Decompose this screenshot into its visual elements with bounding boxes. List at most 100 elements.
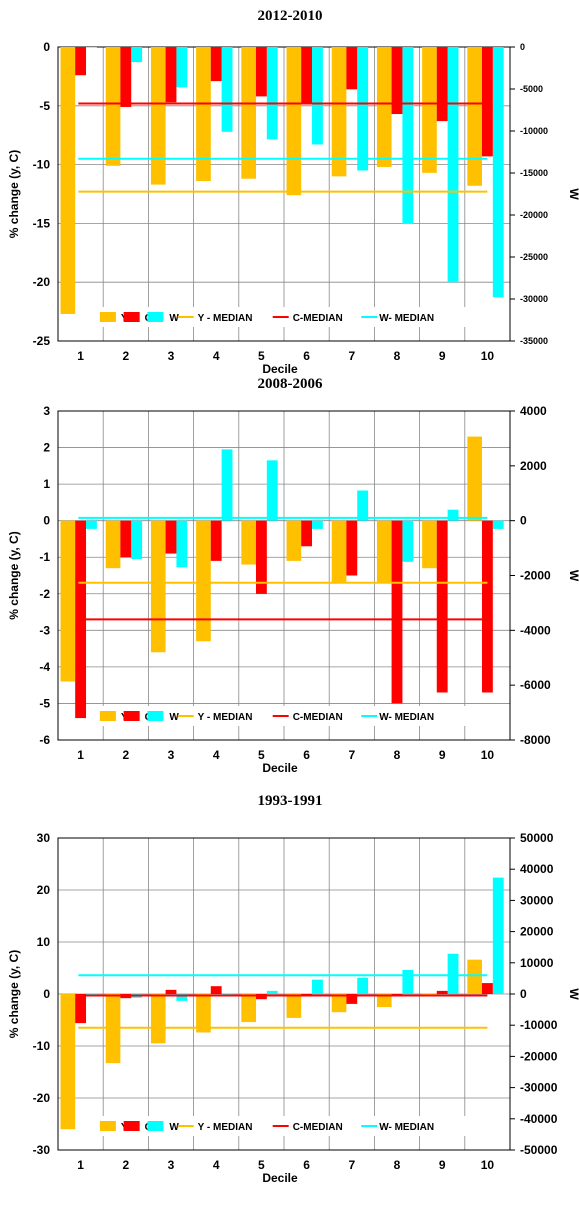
y-tick-label: 0 xyxy=(43,40,50,54)
y-tick-label: -5 xyxy=(39,99,50,113)
bar-c-decile-4 xyxy=(210,47,222,82)
y2-tick-label: -15000 xyxy=(520,168,548,178)
y-tick-label: -6 xyxy=(39,733,50,747)
bar-c-decile-6 xyxy=(301,47,313,104)
x-tick-label: 10 xyxy=(481,1158,495,1172)
y-axis-label: % change (y, C) xyxy=(7,150,21,238)
y2-tick-label: -50000 xyxy=(520,1143,558,1157)
bar-c-decile-1 xyxy=(75,994,87,1024)
bar-y-decile-2 xyxy=(105,47,121,166)
bar-w-decile-4 xyxy=(221,449,233,521)
legend-c-median-label: C-MEDIAN xyxy=(293,313,343,324)
bar-c-decile-1 xyxy=(75,47,87,76)
x-tick-label: 3 xyxy=(168,349,175,363)
x-tick-label: 6 xyxy=(303,1158,310,1172)
y2-tick-label: -30000 xyxy=(520,294,548,304)
bar-w-decile-9 xyxy=(447,953,459,994)
y-tick-label: 10 xyxy=(37,935,51,949)
bar-y-decile-5 xyxy=(241,520,256,565)
bar-c-decile-5 xyxy=(255,520,267,594)
x-tick-label: 7 xyxy=(348,748,355,762)
y2-tick-label: -4000 xyxy=(520,623,551,637)
y-tick-label: -10 xyxy=(33,1039,51,1053)
bar-c-decile-9 xyxy=(436,520,448,693)
bar-y-decile-10 xyxy=(467,436,482,521)
y-tick-label: -5 xyxy=(39,696,50,710)
y2-tick-label: -10000 xyxy=(520,126,548,136)
bar-w-decile-5 xyxy=(266,460,278,521)
bar-w-decile-7 xyxy=(357,490,369,521)
y2-tick-label: -30000 xyxy=(520,1081,558,1095)
bar-y-decile-3 xyxy=(150,47,166,185)
y-axis-label: % change (y, C) xyxy=(7,950,21,1038)
y2-tick-label: -20000 xyxy=(520,1049,558,1063)
bar-c-decile-5 xyxy=(255,47,267,97)
legend-background xyxy=(91,307,495,327)
bar-c-decile-2 xyxy=(120,520,132,558)
y-tick-label: 3 xyxy=(43,404,50,418)
x-axis-label: Decile xyxy=(262,1171,298,1185)
x-tick-label: 5 xyxy=(258,748,265,762)
legend-w-label: W xyxy=(169,313,179,324)
bar-w-decile-3 xyxy=(176,520,188,568)
y-tick-label: -4 xyxy=(39,660,50,674)
bar-w-decile-1 xyxy=(86,47,97,48)
y2-tick-label: 10000 xyxy=(520,956,554,970)
y-tick-label: 1 xyxy=(43,477,50,491)
x-tick-label: 10 xyxy=(481,349,495,363)
y2-tick-label: -25000 xyxy=(520,252,548,262)
y2-tick-label: 0 xyxy=(520,514,527,528)
y-tick-label: -1 xyxy=(39,550,50,564)
legend-c-swatch xyxy=(123,1121,140,1131)
legend-c-swatch xyxy=(123,711,140,721)
x-tick-label: 1 xyxy=(77,349,84,363)
y-tick-label: -10 xyxy=(33,158,51,172)
bar-w-decile-9 xyxy=(447,47,459,283)
bar-w-decile-8 xyxy=(402,47,414,224)
y2-tick-label: 0 xyxy=(520,987,527,1001)
bar-y-decile-4 xyxy=(196,520,211,642)
y-tick-label: 20 xyxy=(37,883,51,897)
bar-y-decile-5 xyxy=(241,994,256,1023)
bar-y-decile-4 xyxy=(196,994,211,1033)
bar-c-decile-4 xyxy=(210,986,222,994)
bar-w-decile-3 xyxy=(176,994,188,1001)
legend-w-median-label: W- MEDIAN xyxy=(379,712,434,723)
bar-w-decile-2 xyxy=(131,520,143,560)
y2-tick-label: -40000 xyxy=(520,1112,558,1126)
x-tick-label: 3 xyxy=(168,748,175,762)
legend-y-median-label: Y - MEDIAN xyxy=(198,1122,253,1133)
bar-w-decile-8 xyxy=(402,520,414,562)
x-tick-label: 7 xyxy=(348,1158,355,1172)
bar-w-decile-6 xyxy=(312,47,323,145)
plot-frame xyxy=(57,46,511,342)
y2-tick-label: 4000 xyxy=(520,404,547,418)
x-tick-label: 5 xyxy=(258,349,265,363)
y-tick-label: -20 xyxy=(33,1091,51,1105)
x-tick-label: 6 xyxy=(303,349,310,363)
legend-c-median-label: C-MEDIAN xyxy=(293,1122,343,1133)
bar-c-decile-3 xyxy=(165,520,177,554)
x-tick-label: 9 xyxy=(439,748,446,762)
y-tick-label: -30 xyxy=(33,1143,51,1157)
y2-tick-label: -6000 xyxy=(520,678,551,692)
legend-w-swatch xyxy=(147,1121,164,1131)
y-tick-label: 0 xyxy=(43,987,50,1001)
x-tick-label: 8 xyxy=(394,1158,401,1172)
bar-y-decile-6 xyxy=(286,520,302,561)
legend-y-median-label: Y - MEDIAN xyxy=(198,313,253,324)
chart-title: 2012-2010 xyxy=(258,8,323,24)
legend-y-swatch xyxy=(99,1121,116,1131)
bar-c-decile-8 xyxy=(391,47,403,115)
bar-y-decile-1 xyxy=(60,520,76,682)
bar-c-decile-9 xyxy=(436,47,448,122)
bar-y-decile-9 xyxy=(422,520,437,569)
x-tick-label: 3 xyxy=(168,1158,175,1172)
bar-y-decile-8 xyxy=(376,520,392,583)
legend-w-median-label: W- MEDIAN xyxy=(379,1122,434,1133)
bar-y-decile-1 xyxy=(60,47,76,314)
x-tick-label: 1 xyxy=(77,1158,84,1172)
y2-tick-label: 40000 xyxy=(520,862,554,876)
bar-y-decile-8 xyxy=(376,47,392,167)
